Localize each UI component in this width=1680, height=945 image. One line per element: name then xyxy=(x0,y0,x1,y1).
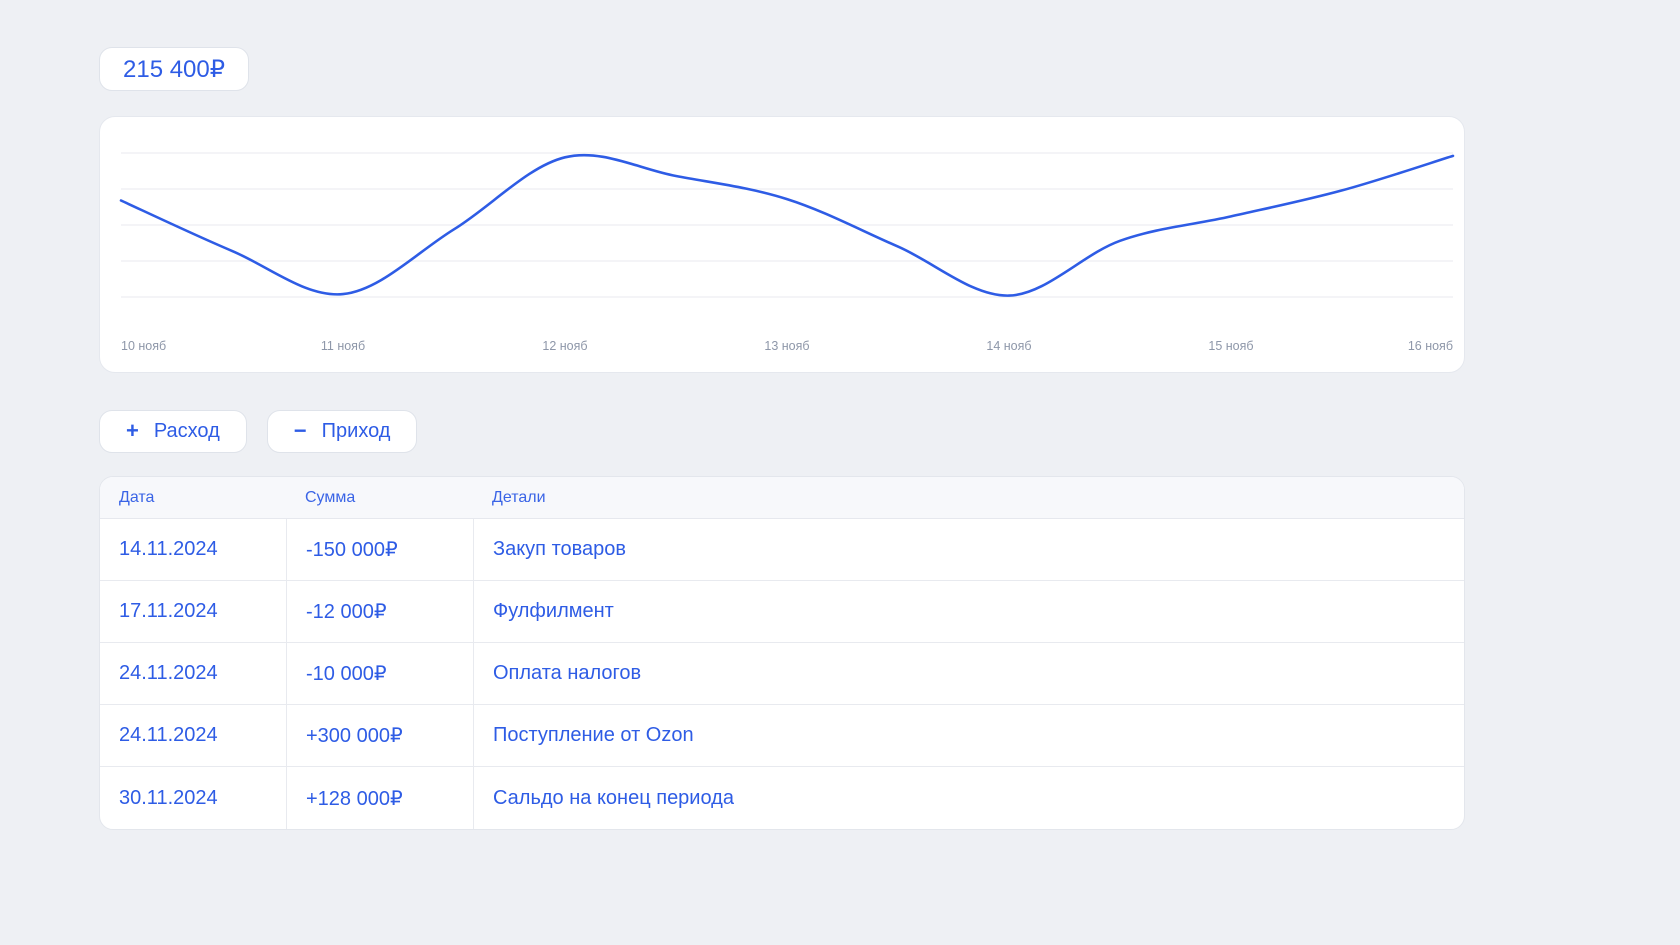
cell-amount: +300 000₽ xyxy=(286,705,473,766)
table-row[interactable]: 14.11.2024 -150 000₽ Закуп товаров xyxy=(100,519,1464,581)
table-header: Дата Сумма Детали xyxy=(100,477,1464,519)
cell-date: 17.11.2024 xyxy=(119,600,218,622)
header-amount: Сумма xyxy=(305,488,356,506)
income-button-label: Приход xyxy=(321,420,391,442)
action-buttons: + Расход − Приход xyxy=(99,410,1565,453)
cell-details: Закуп товаров xyxy=(473,519,1464,580)
balance-badge[interactable]: 215 400₽ xyxy=(99,47,250,91)
x-tick-label: 12 нояб xyxy=(542,339,587,353)
cashflow-chart: 10 нояб 11 нояб 12 нояб 13 нояб 14 нояб 15 но… xyxy=(119,152,1455,353)
transactions-body: 14.11.2024 -150 000₽ Закуп товаров 17.11.20… xyxy=(100,519,1464,829)
x-tick-label: 11 нояб xyxy=(321,339,365,353)
x-tick-label: 13 нояб xyxy=(764,339,809,353)
x-tick-label: 15 нояб xyxy=(1208,339,1253,353)
cell-amount: +128 000₽ xyxy=(286,767,473,829)
x-tick-label: 10 нояб xyxy=(121,339,166,353)
minus-icon: − xyxy=(293,417,307,443)
cell-date: 30.11.2024 xyxy=(119,786,218,809)
header-date: Дата xyxy=(119,488,155,506)
expense-button[interactable]: + Расход xyxy=(99,410,247,453)
x-tick-label: 14 нояб xyxy=(986,339,1031,353)
cell-amount: -10 000₽ xyxy=(286,643,473,704)
cashflow-chart-card: 10 нояб 11 нояб 12 нояб 13 нояб 14 нояб 15 но… xyxy=(99,116,1465,373)
cell-date: 14.11.2024 xyxy=(119,538,218,560)
cell-date: 24.11.2024 xyxy=(119,724,218,746)
table-row[interactable]: 24.11.2024 -10 000₽ Оплата налогов xyxy=(100,643,1464,705)
page: 215 400₽ 10 нояб 11 нояб 12 нояб 13 нояб 14 … xyxy=(99,47,1565,830)
line-series xyxy=(119,153,1455,297)
expense-button-label: Расход xyxy=(153,420,220,442)
plus-icon: + xyxy=(126,417,139,443)
balance-value: 215 400₽ xyxy=(123,55,226,83)
cell-date: 24.11.2024 xyxy=(119,662,218,684)
table-row[interactable]: 30.11.2024 +128 000₽ Сальдо на конец перио… xyxy=(100,767,1464,829)
cell-details: Оплата налогов xyxy=(473,643,1464,704)
cell-details: Поступление от Ozon xyxy=(473,705,1464,766)
cell-amount: -12 000₽ xyxy=(286,581,473,642)
cell-details: Сальдо на конец периода xyxy=(473,767,1464,829)
table-row[interactable]: 17.11.2024 -12 000₽ Фулфилмент xyxy=(100,581,1464,643)
cell-details: Фулфилмент xyxy=(473,581,1464,642)
table-row[interactable]: 24.11.2024 +300 000₽ Поступление от Ozon xyxy=(100,705,1464,767)
x-tick-label: 16 нояб xyxy=(1408,339,1453,353)
cell-amount: -150 000₽ xyxy=(286,519,473,580)
transactions-table: Дата Сумма Детали 14.11.2024 -150 000₽ Зак… xyxy=(99,476,1465,830)
income-button[interactable]: − Приход xyxy=(266,410,418,453)
header-details: Детали xyxy=(492,488,546,506)
